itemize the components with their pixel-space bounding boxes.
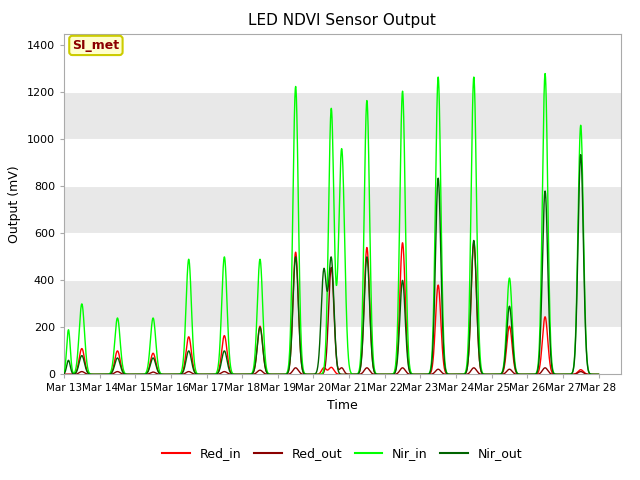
Title: LED NDVI Sensor Output: LED NDVI Sensor Output: [248, 13, 436, 28]
Legend: Red_in, Red_out, Nir_in, Nir_out: Red_in, Red_out, Nir_in, Nir_out: [157, 442, 527, 465]
Y-axis label: Output (mV): Output (mV): [8, 165, 21, 243]
Bar: [64, 186, 621, 233]
X-axis label: Time: Time: [327, 399, 358, 412]
Text: SI_met: SI_met: [72, 39, 120, 52]
Bar: [64, 280, 621, 327]
Bar: [64, 92, 621, 139]
